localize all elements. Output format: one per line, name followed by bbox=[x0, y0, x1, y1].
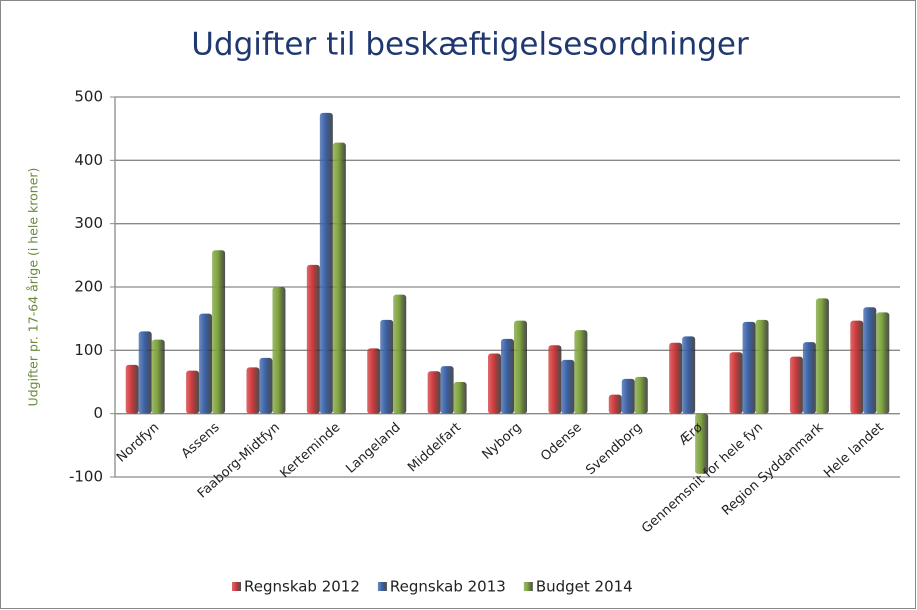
bar bbox=[863, 307, 877, 414]
legend-label: Regnskab 2012 bbox=[244, 578, 360, 596]
bar bbox=[453, 382, 467, 414]
bar bbox=[427, 371, 441, 414]
bar bbox=[695, 413, 709, 474]
bar bbox=[742, 321, 756, 414]
legend-swatch bbox=[523, 582, 533, 591]
bar bbox=[789, 356, 803, 414]
y-tick-label: 100 bbox=[74, 341, 103, 359]
legend-label: Regnskab 2013 bbox=[390, 578, 506, 596]
bar bbox=[246, 367, 260, 414]
bar bbox=[259, 357, 273, 414]
bar bbox=[138, 331, 152, 414]
bar bbox=[501, 338, 514, 414]
bar bbox=[634, 376, 648, 414]
bar bbox=[548, 345, 562, 414]
y-tick-label: 400 bbox=[74, 151, 103, 169]
bar bbox=[488, 353, 501, 414]
bar bbox=[319, 112, 333, 414]
bar bbox=[186, 370, 200, 414]
y-tick-label: 500 bbox=[74, 88, 103, 106]
bar bbox=[272, 287, 286, 414]
y-tick-label: 300 bbox=[74, 214, 103, 232]
y-tick-label: -100 bbox=[69, 468, 103, 486]
bar bbox=[125, 364, 139, 414]
bar bbox=[440, 366, 454, 414]
legend-swatch bbox=[377, 582, 387, 591]
bar bbox=[755, 319, 769, 414]
bar bbox=[574, 330, 588, 414]
bar bbox=[621, 378, 635, 414]
bar bbox=[332, 142, 346, 414]
bar bbox=[561, 359, 575, 414]
bar bbox=[682, 336, 696, 414]
bar bbox=[306, 264, 320, 414]
bar bbox=[876, 312, 890, 414]
bar bbox=[802, 342, 816, 414]
bar bbox=[729, 352, 743, 414]
bar bbox=[151, 339, 165, 414]
legend-swatch bbox=[232, 582, 241, 591]
bar bbox=[669, 342, 683, 414]
legend-label: Budget 2014 bbox=[536, 578, 633, 596]
bar bbox=[380, 319, 394, 414]
bar bbox=[393, 294, 407, 414]
bar bbox=[815, 298, 829, 414]
bar bbox=[514, 320, 527, 414]
y-axis-label: Udgifter pr. 17-64 årige (i hele kroner) bbox=[26, 168, 41, 407]
y-tick-label: 0 bbox=[93, 404, 103, 422]
y-tick-label: 200 bbox=[74, 278, 103, 296]
bar bbox=[199, 313, 213, 414]
chart-title: Udgifter til beskæftigelsesordninger bbox=[191, 27, 749, 63]
bar bbox=[367, 348, 381, 414]
bar bbox=[850, 320, 864, 414]
bar bbox=[212, 250, 226, 414]
bar bbox=[608, 394, 622, 414]
